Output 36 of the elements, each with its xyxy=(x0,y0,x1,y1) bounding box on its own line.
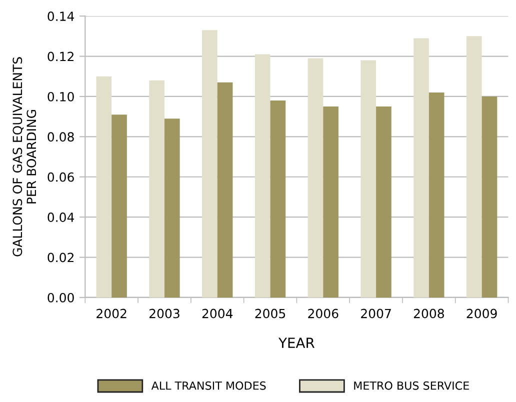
legend-label: ALL TRANSIT MODES xyxy=(151,381,266,390)
y-tick-label: 0.10 xyxy=(48,92,74,102)
bar xyxy=(482,96,498,298)
x-tick-label: 2005 xyxy=(255,308,286,318)
y-tick-label: 0.06 xyxy=(48,172,74,182)
y-axis-title: GALLONS OF GAS EQUIVALENTS PER BOARDING xyxy=(12,57,36,256)
bar xyxy=(112,114,127,298)
bar xyxy=(217,82,233,298)
bar xyxy=(164,118,180,298)
bar xyxy=(323,106,338,298)
legend-label: METRO BUS SERVICE xyxy=(354,381,469,390)
y-tick-label: 0.04 xyxy=(48,212,74,222)
x-axis-title: YEAR xyxy=(278,338,315,348)
y-tick-label: 0.02 xyxy=(48,252,74,262)
bar xyxy=(270,100,286,298)
x-tick-label: 2004 xyxy=(202,308,233,318)
x-tick-label: 2006 xyxy=(308,308,338,318)
y-tick-label: 0.14 xyxy=(48,12,74,22)
y-tick-label: 0.08 xyxy=(48,132,74,142)
bar xyxy=(428,92,444,298)
bar xyxy=(254,54,270,298)
bar xyxy=(202,30,218,298)
bar xyxy=(360,60,376,298)
x-tick-label: 2009 xyxy=(466,308,497,318)
bar xyxy=(376,106,392,298)
bar xyxy=(149,80,164,298)
x-tick-label: 2008 xyxy=(414,308,444,318)
y-tick-label: 0.00 xyxy=(48,292,74,302)
y-tick-label: 0.12 xyxy=(48,52,74,62)
bar xyxy=(96,76,112,298)
bar xyxy=(308,58,324,298)
bar xyxy=(466,36,482,298)
x-tick-label: 2003 xyxy=(149,308,180,318)
x-tick-label: 2007 xyxy=(361,308,391,318)
x-tick-label: 2002 xyxy=(96,308,126,318)
bar xyxy=(414,38,429,298)
